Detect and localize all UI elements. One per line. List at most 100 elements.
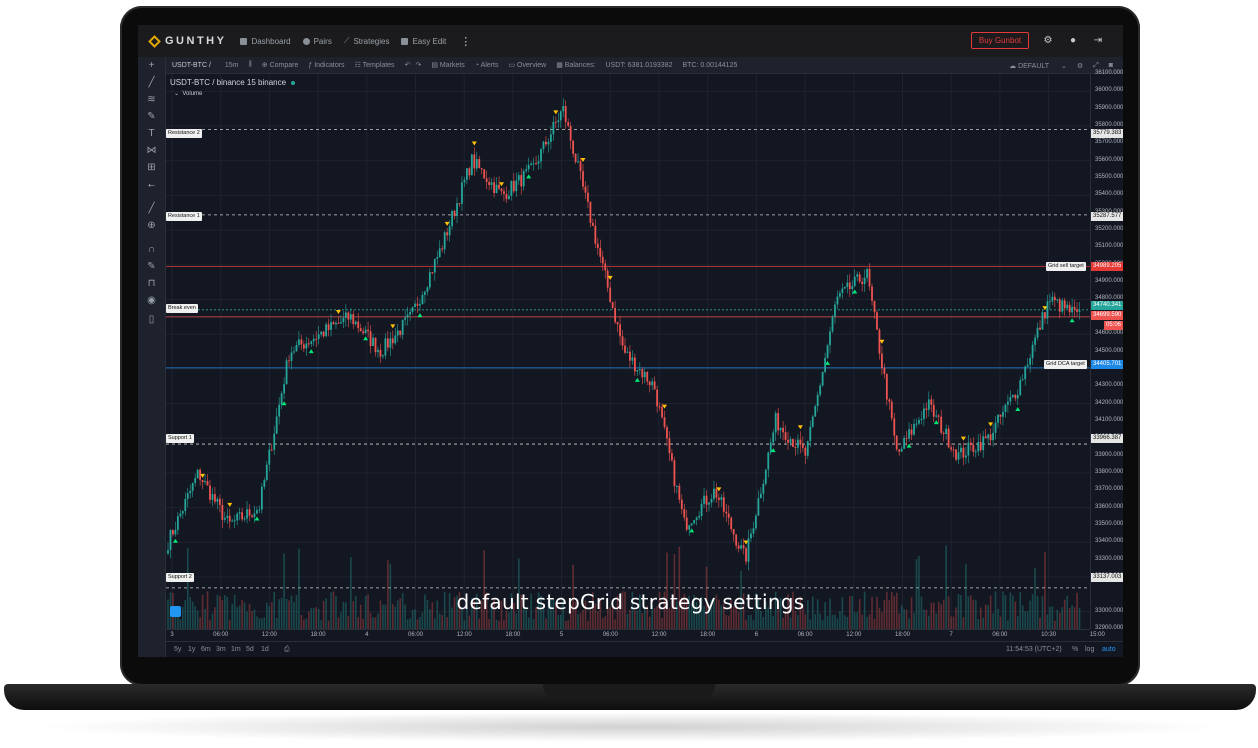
pattern-icon[interactable]: ⋈ xyxy=(146,145,157,156)
chart-settings-icon[interactable]: ⚙ xyxy=(1076,62,1084,70)
volume-bar xyxy=(236,607,238,629)
crosshair-icon[interactable]: + xyxy=(148,60,155,71)
goto-date-icon[interactable]: ⎙ xyxy=(284,646,290,653)
nav-strategies[interactable]: ⟋ Strategies xyxy=(344,36,390,46)
candle-body xyxy=(340,322,342,324)
fullscreen-icon[interactable]: ⤢ xyxy=(1093,61,1099,69)
candle-body xyxy=(174,529,177,535)
nav-easy-edit[interactable]: Easy Edit xyxy=(401,37,446,46)
volume-bar xyxy=(317,608,320,629)
volume-bar xyxy=(900,605,903,629)
volume-bar xyxy=(500,600,503,629)
alerts-button[interactable]: ◔ Alerts xyxy=(474,61,499,69)
candle-body xyxy=(782,427,784,433)
chart-toolbar: USDT-BTC / 15m ⫼ ⊕ Compare ƒ Indicators … xyxy=(166,57,1123,74)
volume-bar xyxy=(619,595,621,629)
candle-body xyxy=(184,498,187,512)
volume-bar xyxy=(614,619,616,629)
overview-button[interactable]: ▭ Overview xyxy=(508,62,547,69)
compare-button[interactable]: ⊕ Compare xyxy=(261,62,299,69)
user-icon[interactable]: ● xyxy=(1069,35,1077,46)
text-icon[interactable]: T xyxy=(148,128,155,139)
range-1d[interactable]: 1d xyxy=(261,646,269,653)
app-logo[interactable]: GUNTHY xyxy=(148,34,226,48)
candle-body xyxy=(932,404,935,417)
candle-body xyxy=(831,316,834,332)
auto-toggle[interactable]: auto xyxy=(1102,646,1116,653)
price-chart[interactable]: USDT-BTC / binance 15 binance ⌄ Volume R… xyxy=(166,74,1090,629)
range-3m[interactable]: 3m xyxy=(216,646,226,653)
top-nav: GUNTHY Dashboard Pairs ⟋ Strategies Easy… xyxy=(138,25,1123,57)
sell-marker xyxy=(471,141,477,146)
volume-bar xyxy=(841,597,844,629)
range-1y[interactable]: 1y xyxy=(188,646,196,653)
candle-body xyxy=(522,171,525,187)
eye-icon[interactable]: ◉ xyxy=(147,295,156,306)
gear-icon[interactable]: ⚙ xyxy=(1043,35,1053,46)
range-5y[interactable]: 5y xyxy=(174,646,182,653)
range-6m[interactable]: 6m xyxy=(201,646,211,653)
chart-type-icon[interactable]: ⫼ xyxy=(248,61,252,68)
buy-gunbot-button[interactable]: Buy Gunbot xyxy=(971,32,1029,49)
utc-clock[interactable]: 11:54:53 (UTC+2) xyxy=(1006,646,1062,653)
candle-body xyxy=(695,517,698,521)
fib-icon[interactable]: ≋ xyxy=(147,94,156,105)
candle-body xyxy=(937,415,940,417)
nav-dashboard[interactable]: Dashboard xyxy=(240,37,291,46)
indicators-button[interactable]: ƒ Indicators xyxy=(308,61,345,69)
candle-body xyxy=(606,270,609,288)
range-5d[interactable]: 5d xyxy=(246,646,254,653)
log-toggle[interactable]: log xyxy=(1085,646,1095,653)
candle-body xyxy=(196,469,199,479)
brush-icon[interactable]: ✎ xyxy=(147,111,156,122)
trendline-icon[interactable]: ╱ xyxy=(148,77,155,88)
candle-body xyxy=(552,121,555,135)
zoom-icon[interactable]: ⊕ xyxy=(147,220,156,231)
range-1m[interactable]: 1m xyxy=(231,646,241,653)
candle-body xyxy=(619,324,621,337)
volume-legend[interactable]: ⌄ Volume xyxy=(174,91,203,97)
camera-icon[interactable]: ◙ xyxy=(1108,62,1113,69)
time-axis[interactable]: 3 06:00 12:00 18:00 4 06:00 12:00 18:00 5 06:00 12… xyxy=(166,629,1105,641)
magnet-icon[interactable]: ∩ xyxy=(147,244,156,255)
redo-icon[interactable]: ↷ xyxy=(415,62,422,69)
volume-bar xyxy=(774,591,777,629)
ruler-icon[interactable]: ╱ xyxy=(148,203,155,214)
trash-icon[interactable]: ▯ xyxy=(148,314,155,325)
candle-body xyxy=(1004,404,1007,412)
nav-pairs[interactable]: Pairs xyxy=(302,37,332,46)
volume-bar xyxy=(999,616,1002,629)
candle-body xyxy=(653,381,656,390)
undo-icon[interactable]: ↶ xyxy=(404,62,411,69)
more-menu-icon[interactable]: ⋮ xyxy=(460,35,472,48)
markets-button[interactable]: ▤ Markets xyxy=(431,62,465,69)
interval-selector[interactable]: 15m xyxy=(224,61,239,69)
candle-body xyxy=(596,243,599,248)
candle-body xyxy=(678,485,681,500)
tradingview-badge-icon[interactable] xyxy=(170,606,181,617)
candle-body xyxy=(819,385,822,395)
lock-drawing-icon[interactable]: ✎ xyxy=(147,261,156,272)
percent-toggle[interactable]: % xyxy=(1072,646,1079,653)
volume-bar xyxy=(1044,551,1046,629)
candle-body xyxy=(856,274,859,277)
volume-bar xyxy=(354,595,357,629)
volume-bar xyxy=(436,600,439,629)
prediction-icon[interactable]: ⊞ xyxy=(147,162,156,173)
candle-body xyxy=(599,247,602,257)
arrow-back-icon[interactable]: ← xyxy=(146,179,157,190)
candle-body xyxy=(955,449,957,460)
layout-selector[interactable]: ☁ DEFAULT ⌄ xyxy=(1009,62,1067,70)
logout-icon[interactable]: ⇥ xyxy=(1093,35,1103,46)
volume-bar xyxy=(473,600,476,629)
alerts-label: Alerts xyxy=(480,61,499,69)
volume-bar xyxy=(886,591,888,629)
candle-body xyxy=(1053,296,1056,301)
lock-icon[interactable]: ⊓ xyxy=(147,278,156,289)
candle-body xyxy=(463,179,466,183)
candle-body xyxy=(1029,358,1032,365)
symbol-search[interactable]: USDT-BTC / xyxy=(172,61,211,69)
price-axis[interactable]: 32900.00033000.00033200.00033300.0003340… xyxy=(1090,70,1123,631)
templates-button[interactable]: ☷ Templates xyxy=(354,62,395,69)
price-tick: 33900.000 xyxy=(1095,451,1123,458)
